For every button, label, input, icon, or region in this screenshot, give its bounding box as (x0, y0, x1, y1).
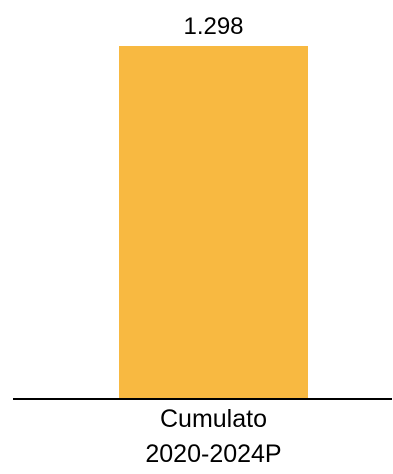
data-labels-layer: 1.298 (183, 13, 243, 40)
bar (119, 46, 308, 399)
bars-layer (119, 46, 308, 399)
data-label: 1.298 (183, 13, 243, 40)
x-tick-label: 2020-2024P (145, 440, 281, 468)
x-tick-label: Cumulato (160, 405, 267, 433)
x-tick-labels-layer: Cumulato 2020-2024P (145, 405, 281, 468)
